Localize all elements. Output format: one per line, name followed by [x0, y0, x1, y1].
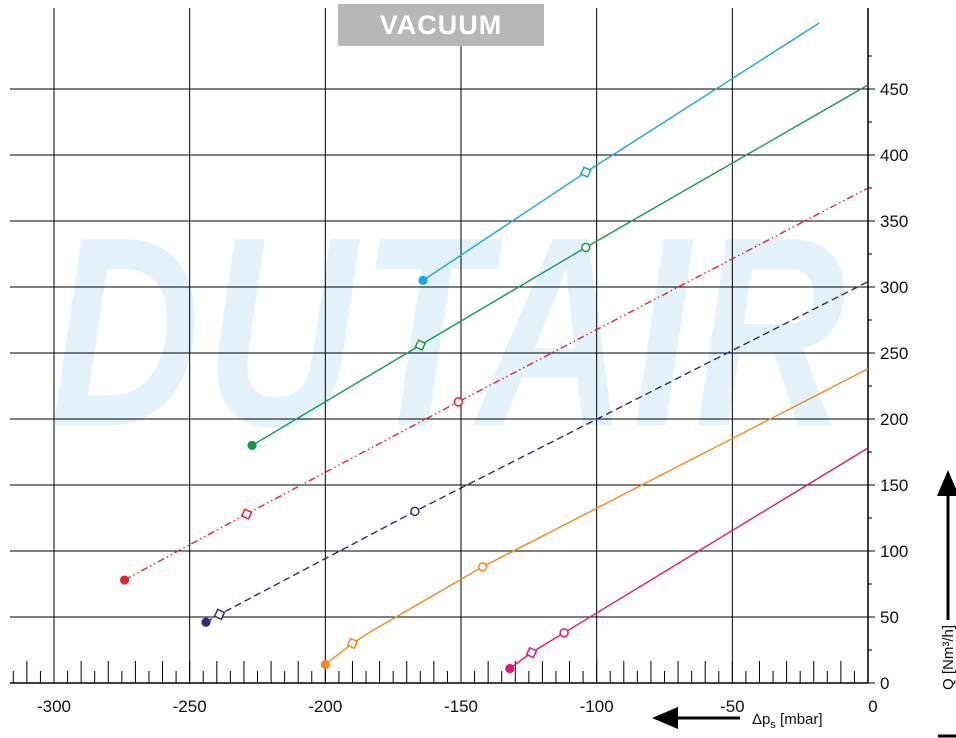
series-line-3 — [124, 187, 869, 581]
y-tick-label: 300 — [880, 278, 908, 297]
series-3-dot-marker — [119, 575, 130, 585]
series-5-diamond-marker — [346, 637, 359, 650]
x-tick-label: -50 — [720, 697, 745, 716]
series-layer — [119, 22, 869, 674]
series-5-dot-marker — [320, 659, 330, 670]
y-tick-label: 350 — [880, 212, 908, 231]
y-tick-label: 0 — [880, 674, 889, 693]
x-tick-label: -250 — [173, 697, 207, 716]
axes — [10, 8, 869, 684]
series-3-circle-marker — [453, 397, 464, 407]
y-tick-label: 100 — [880, 542, 908, 561]
series-1-dot-marker — [418, 275, 428, 285]
grid — [10, 8, 868, 683]
series-2-dot-marker — [247, 440, 257, 450]
tick-labels: -300 -250 -200 -150 -100 -50 00 50 100 150 200 250 3… — [37, 80, 908, 716]
watermark-text: DUTAIR — [50, 182, 850, 483]
y-tick-label: 50 — [880, 608, 899, 627]
series-3-diamond-marker — [240, 508, 253, 520]
series-line-5 — [324, 368, 869, 666]
series-6-diamond-marker — [525, 646, 538, 659]
x-axis-label: Δps [mbar] — [752, 711, 823, 731]
x-tick-label: -150 — [444, 697, 478, 716]
series-6-dot-marker — [505, 663, 515, 674]
series-line-6 — [509, 447, 869, 670]
y-axis-label: Q [Nm³/h] — [940, 625, 956, 690]
y-tick-label: 200 — [880, 410, 908, 429]
series-line-2 — [251, 84, 869, 447]
y-axis-label-group: Q [Nm³/h] — [937, 470, 956, 738]
series-2-circle-marker — [581, 242, 591, 253]
y-tick-label: 250 — [880, 344, 908, 363]
series-1-diamond-marker — [579, 166, 592, 179]
y-tick-label: 450 — [880, 80, 908, 99]
series-line-4 — [205, 281, 869, 623]
y-tick-label: 150 — [880, 476, 908, 495]
x-axis-label-group: Δps [mbar] — [652, 707, 823, 731]
y-tick-label: 400 — [880, 146, 908, 165]
x-axis-arrow-head — [652, 707, 678, 729]
series-5-circle-marker — [477, 562, 488, 572]
series-2-diamond-marker — [414, 339, 427, 351]
x-tick-label: -200 — [308, 697, 342, 716]
x-tick-label: 0 — [868, 697, 877, 716]
x-tick-label: -300 — [37, 697, 71, 716]
series-4-circle-marker — [410, 506, 420, 517]
series-4-dot-marker — [201, 617, 211, 627]
x-tick-label: -100 — [580, 697, 614, 716]
vacuum-badge: VACUUM — [338, 4, 544, 46]
series-6-circle-marker — [559, 628, 569, 638]
series-4-diamond-marker — [213, 608, 226, 621]
y-axis-arrow-head — [937, 470, 956, 496]
